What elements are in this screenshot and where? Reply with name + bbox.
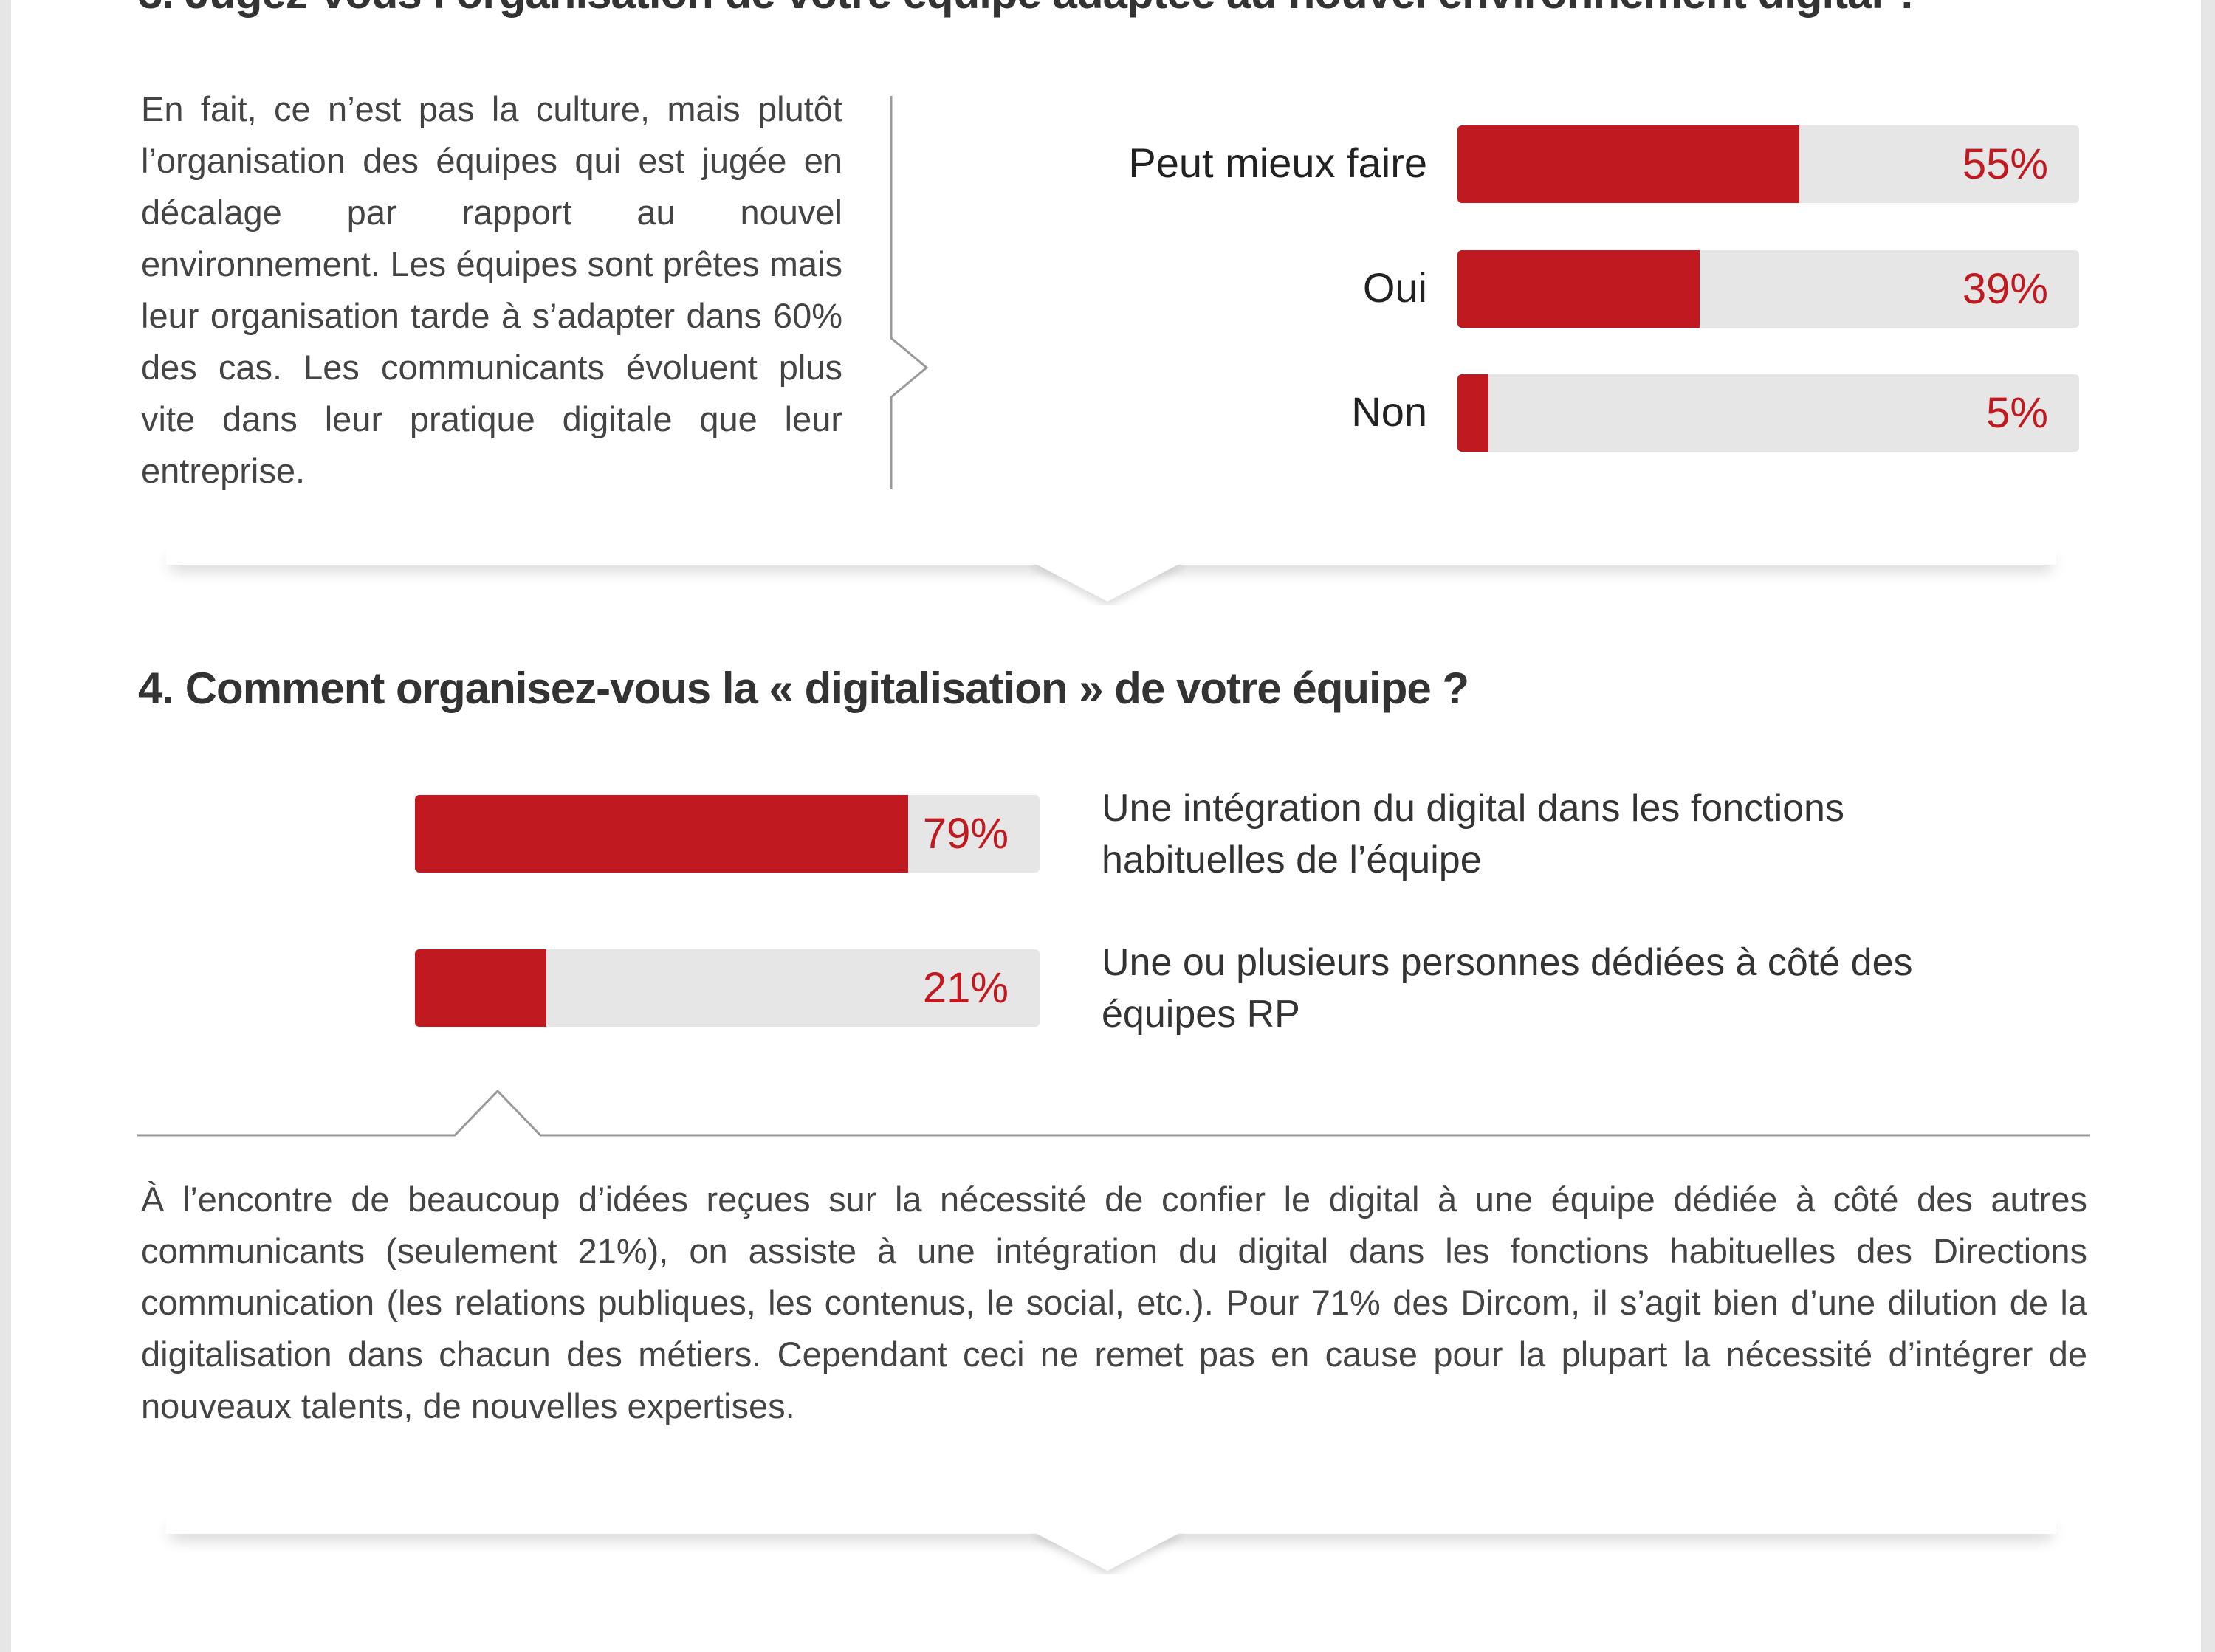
bar-label: Peut mieux faire xyxy=(1128,140,1427,186)
bar-value: 55% xyxy=(1962,140,2048,188)
bar-track: 55% xyxy=(1457,125,2079,203)
callout-line xyxy=(137,1089,2090,1137)
bar-fill xyxy=(415,949,546,1027)
option-label: Une ou plusieurs personnes dédiées à côt… xyxy=(1102,941,1913,1036)
down-arrow-icon xyxy=(1030,561,1185,602)
bar-label: Non xyxy=(1351,388,1427,435)
option-label: Une intégration du digital dans les fonc… xyxy=(1102,787,1844,881)
bar-label: Oui xyxy=(1362,264,1427,311)
bar-track: 79% xyxy=(415,795,1040,873)
bar-value: 39% xyxy=(1962,265,2048,313)
chevron-divider xyxy=(890,96,929,489)
bar-value: 79% xyxy=(922,810,1009,858)
bar-track: 21% xyxy=(415,949,1040,1027)
bar-track: 39% xyxy=(1457,250,2079,328)
page: 3. Jugez-vous l’organisation de votre éq… xyxy=(11,0,2201,1652)
bar-fill xyxy=(1457,250,1700,328)
q3-commentary: En fait, ce n’est pas la culture, mais p… xyxy=(141,89,842,490)
bar-track: 5% xyxy=(1457,374,2079,452)
q4-title: 4. Comment organisez-vous la « digitalis… xyxy=(138,664,1469,713)
bar-value: 21% xyxy=(922,964,1009,1012)
bar-fill xyxy=(1457,374,1489,452)
down-arrow-icon xyxy=(1030,1530,1185,1571)
bar-fill xyxy=(1457,125,1800,203)
q3-title: 3. Jugez-vous l’organisation de votre éq… xyxy=(138,0,1921,18)
bar-value: 5% xyxy=(1986,389,2048,437)
bar-fill xyxy=(415,795,909,873)
q4-commentary: À l’encontre de beaucoup d’idées reçues … xyxy=(141,1180,2087,1425)
